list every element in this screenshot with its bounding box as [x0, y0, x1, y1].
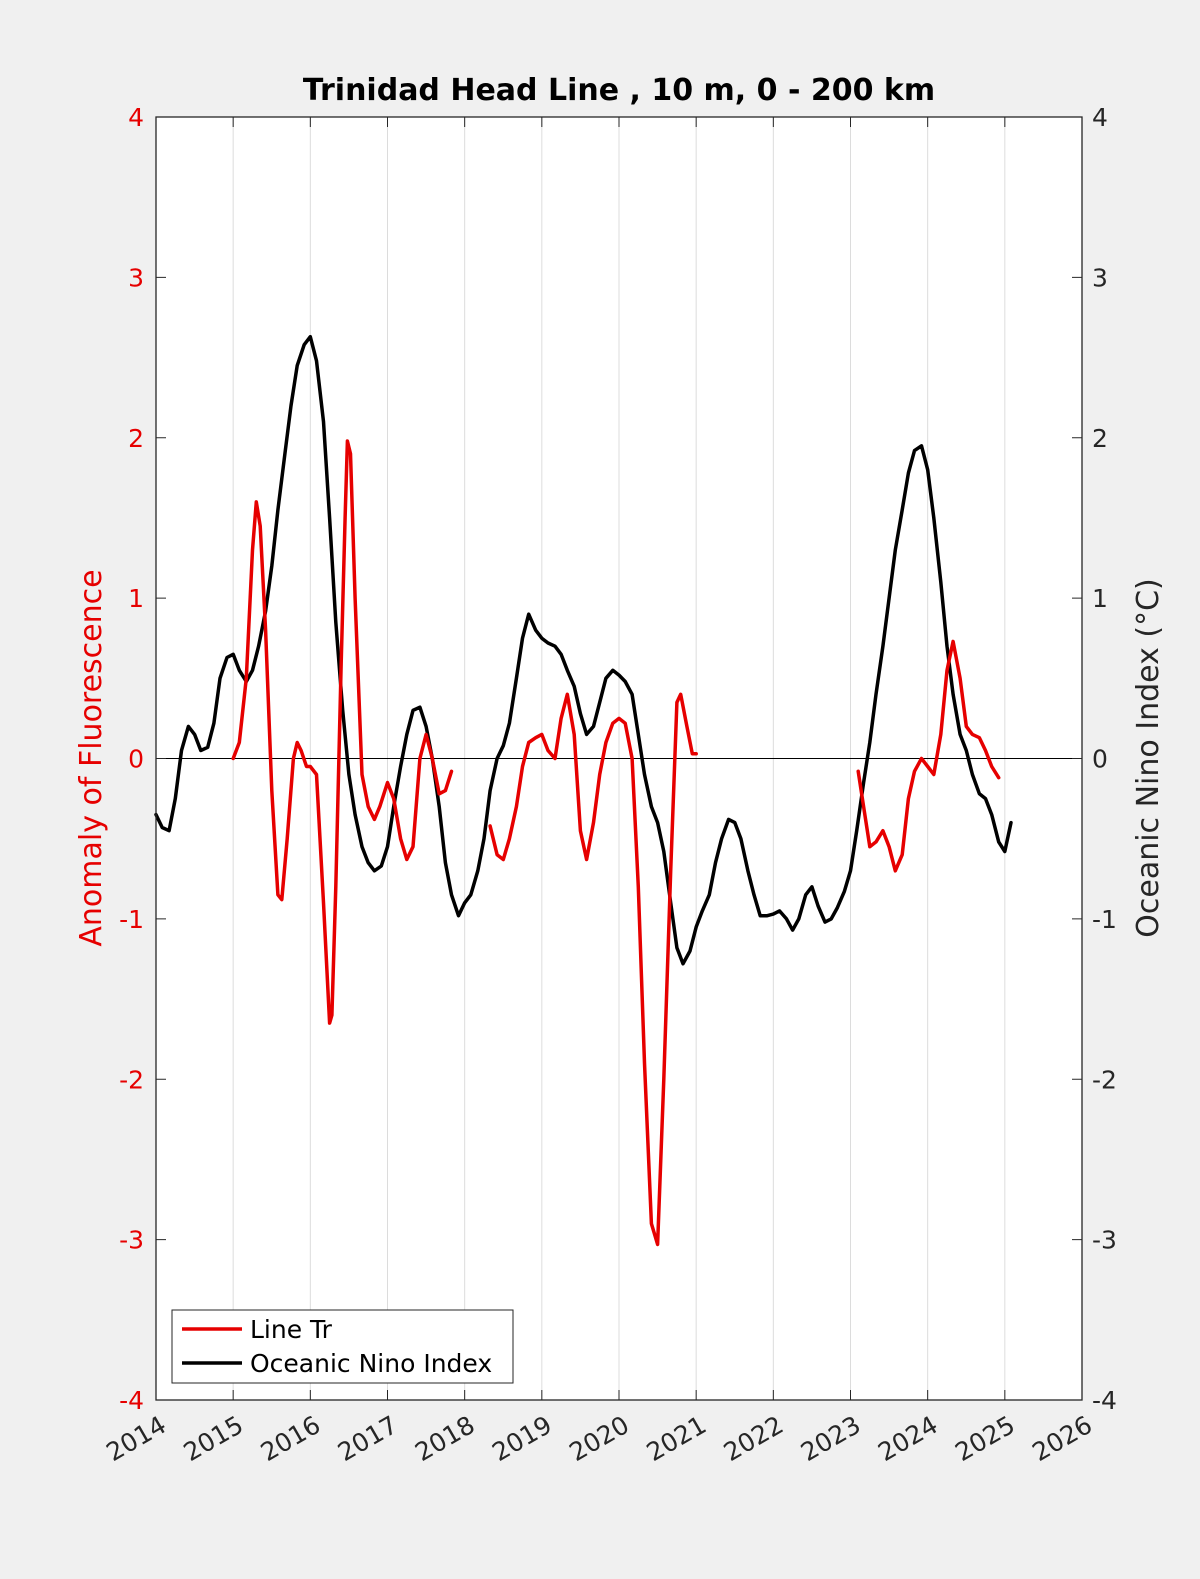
y-right-tick-label: -3 — [1092, 1226, 1117, 1255]
series-line-line-tr — [856, 639, 1001, 873]
x-tick-label: 2021 — [642, 1410, 712, 1467]
y-left-tick-label: 4 — [128, 103, 144, 132]
legend-label-oni: Oceanic Nino Index — [250, 1349, 492, 1378]
y-right-tick-label: -4 — [1092, 1386, 1117, 1415]
series-line-line-tr — [231, 439, 454, 1025]
y-axis-right-label: Oceanic Nino Index (°C) — [1131, 578, 1166, 938]
series-line-line-tr — [488, 692, 698, 1247]
x-tick-label: 2020 — [564, 1410, 634, 1467]
y-right-tick-label: -1 — [1092, 905, 1117, 934]
x-tick-label: 2014 — [101, 1410, 171, 1467]
y-axis-left-label: Anomaly of Fluorescence — [74, 569, 109, 946]
x-tick-label: 2022 — [719, 1410, 789, 1467]
y-right-tick-label: 4 — [1092, 103, 1108, 132]
y-left-tick-label: 3 — [128, 263, 144, 292]
legend-label-line-tr: Line Tr — [250, 1315, 333, 1344]
y-right-tick-label: 2 — [1092, 424, 1108, 453]
series-group — [154, 334, 1013, 1247]
x-tick-label: 2017 — [333, 1410, 403, 1467]
chart-title: Trinidad Head Line , 10 m, 0 - 200 km — [303, 73, 935, 108]
y-left-tick-label: 0 — [128, 745, 144, 774]
y-left-tick-label: 1 — [128, 584, 144, 613]
y-left-tick-label: 2 — [128, 424, 144, 453]
legend: Line Tr Oceanic Nino Index — [171, 1309, 514, 1384]
y-right-tick-label: 1 — [1092, 584, 1108, 613]
y-left-tick-label: -2 — [119, 1065, 144, 1094]
x-tick-label: 2023 — [796, 1410, 866, 1467]
x-tick-label: 2026 — [1027, 1410, 1097, 1467]
y-right-tick-label: 3 — [1092, 263, 1108, 292]
y-right-tick-label: 0 — [1092, 745, 1108, 774]
series-line-oceanic-nino-index — [154, 334, 1013, 966]
x-tick-label: 2024 — [873, 1410, 943, 1467]
x-tick-label: 2019 — [487, 1410, 557, 1467]
x-tick-label: 2016 — [256, 1410, 326, 1467]
x-tick-label: 2018 — [410, 1410, 480, 1467]
y-right-tick-label: -2 — [1092, 1065, 1117, 1094]
x-tick-label: 2025 — [950, 1410, 1020, 1467]
x-tick-label: 2015 — [179, 1410, 249, 1467]
y-left-tick-label: -4 — [119, 1386, 144, 1415]
y-left-tick-label: -1 — [119, 905, 144, 934]
legend-box — [171, 1309, 514, 1384]
y-left-tick-label: -3 — [119, 1226, 144, 1255]
